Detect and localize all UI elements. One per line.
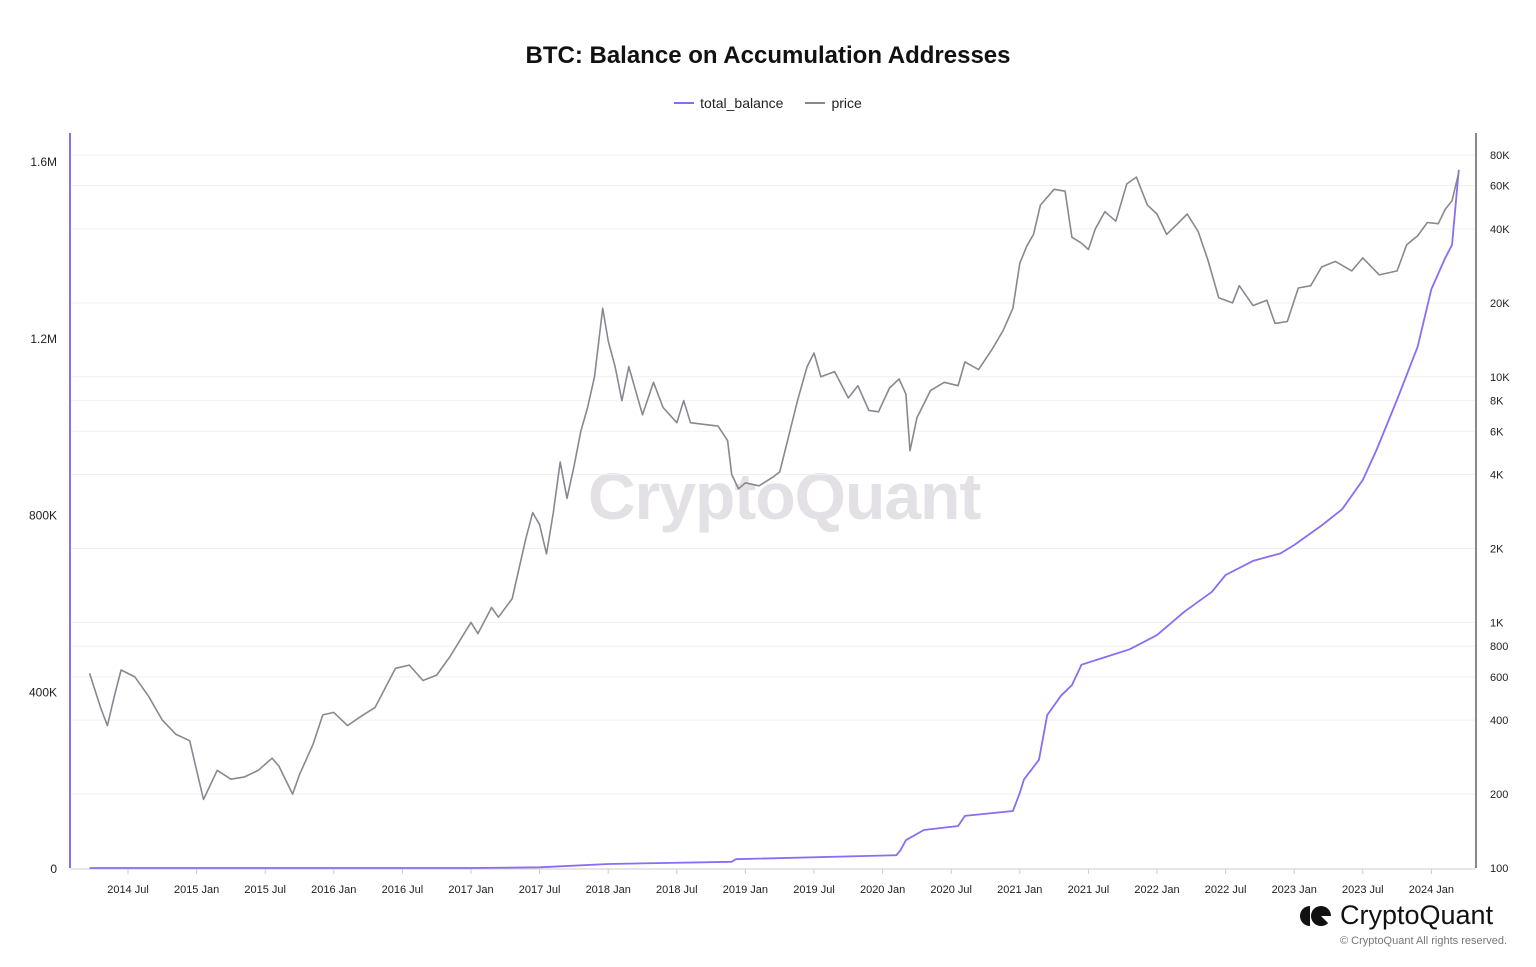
x-axis-tick-label: 2015 Jul bbox=[244, 884, 286, 896]
right-axis-tick-label: 8K bbox=[1490, 396, 1504, 408]
right-axis-tick-label: 10K bbox=[1490, 372, 1510, 384]
legend-label: price bbox=[831, 95, 862, 111]
right-axis-tick-label: 600 bbox=[1490, 672, 1508, 684]
x-axis-tick-label: 2017 Jul bbox=[519, 884, 561, 896]
x-axis-tick-label: 2017 Jan bbox=[448, 884, 493, 896]
right-axis-tick-label: 800 bbox=[1490, 641, 1508, 653]
right-axis-tick-label: 200 bbox=[1490, 789, 1508, 801]
right-axis-tick-label: 40K bbox=[1490, 224, 1510, 236]
x-axis-tick-label: 2014 Jul bbox=[107, 884, 149, 896]
chart-title: BTC: Balance on Accumulation Addresses bbox=[525, 42, 1011, 69]
right-axis-tick-label: 2K bbox=[1490, 543, 1504, 555]
x-axis-tick-label: 2023 Jan bbox=[1272, 884, 1317, 896]
right-axis-tick-label: 60K bbox=[1490, 181, 1510, 193]
x-axis-tick-label: 2018 Jul bbox=[656, 884, 698, 896]
left-axis-tick-label: 400K bbox=[29, 685, 57, 699]
x-axis-tick-label: 2020 Jul bbox=[930, 884, 972, 896]
left-axis-tick-label: 1.6M bbox=[30, 155, 57, 169]
right-axis-tick-label: 20K bbox=[1490, 298, 1510, 310]
series-line-price[interactable] bbox=[88, 172, 1460, 801]
x-axis-tick-label: 2022 Jul bbox=[1205, 884, 1247, 896]
legend-swatch bbox=[805, 102, 826, 104]
x-axis-tick-label: 2018 Jan bbox=[586, 884, 631, 896]
right-axis-tick-label: 400 bbox=[1490, 715, 1508, 727]
x-axis-tick-label: 2020 Jan bbox=[860, 884, 905, 896]
right-axis-tick-label: 4K bbox=[1490, 470, 1504, 482]
x-axis-tick-label: 2022 Jan bbox=[1134, 884, 1179, 896]
x-axis-tick-label: 2021 Jul bbox=[1068, 884, 1110, 896]
cryptoquant-logo-icon bbox=[1300, 905, 1331, 926]
legend: total_balance price bbox=[0, 95, 1536, 111]
x-axis-tick-label: 2019 Jan bbox=[723, 884, 768, 896]
x-axis-tick-label: 2023 Jul bbox=[1342, 884, 1384, 896]
x-axis-tick-label: 2016 Jul bbox=[382, 884, 424, 896]
right-axis-tick-label: 100 bbox=[1490, 863, 1508, 875]
watermark: CryptoQuant bbox=[588, 459, 981, 533]
x-axis-tick-label: 2016 Jan bbox=[311, 884, 356, 896]
x-axis-tick-label: 2019 Jul bbox=[793, 884, 835, 896]
left-axis-tick-label: 0 bbox=[50, 862, 57, 876]
copyright: © CryptoQuant All rights reserved. bbox=[1340, 935, 1508, 947]
legend-swatch bbox=[674, 102, 695, 104]
left-axis-tick-label: 1.2M bbox=[30, 332, 57, 346]
x-axis-tick-label: 2015 Jan bbox=[174, 884, 219, 896]
left-axis-tick-label: 800K bbox=[29, 509, 57, 523]
right-axis-tick-label: 80K bbox=[1490, 150, 1510, 162]
legend-item-total-balance[interactable]: total_balance bbox=[674, 95, 783, 111]
brand-name: CryptoQuant bbox=[1340, 900, 1494, 930]
legend-label: total_balance bbox=[700, 95, 784, 111]
right-axis-tick-label: 6K bbox=[1490, 426, 1504, 438]
right-axis-tick-label: 1K bbox=[1490, 617, 1504, 629]
series-line-total-balance[interactable] bbox=[89, 169, 1460, 869]
brand-logo: CryptoQuant bbox=[1298, 900, 1493, 931]
legend-item-price[interactable]: price bbox=[805, 95, 862, 111]
x-axis-tick-label: 2021 Jan bbox=[997, 884, 1042, 896]
x-axis-tick-label: 2024 Jan bbox=[1409, 884, 1454, 896]
